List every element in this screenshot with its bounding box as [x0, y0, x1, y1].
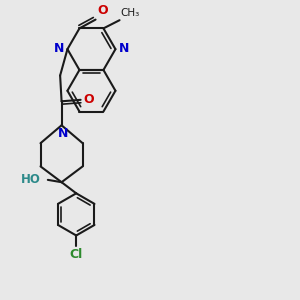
- Text: HO: HO: [21, 173, 40, 186]
- Text: O: O: [83, 93, 94, 106]
- Text: N: N: [119, 42, 129, 55]
- Text: O: O: [97, 4, 108, 17]
- Text: N: N: [58, 127, 68, 140]
- Text: Cl: Cl: [70, 248, 83, 261]
- Text: CH₃: CH₃: [121, 8, 140, 18]
- Text: N: N: [54, 42, 64, 55]
